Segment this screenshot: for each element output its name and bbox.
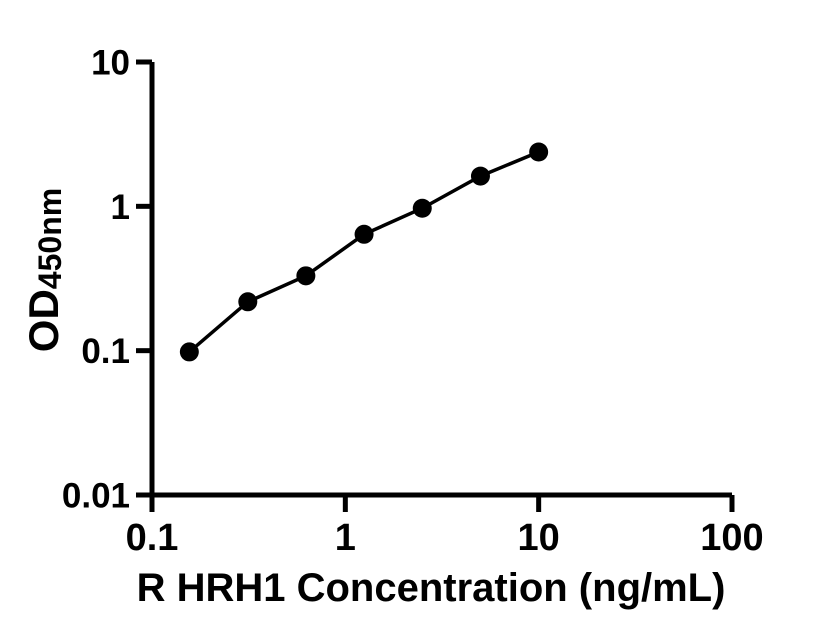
data-point xyxy=(238,292,258,312)
y-axis-title-main: OD xyxy=(20,289,67,353)
data-point xyxy=(354,224,374,244)
x-tick-label: 100 xyxy=(700,517,763,559)
data-point xyxy=(296,266,316,286)
y-tick-label: 10 xyxy=(91,44,130,83)
y-tick-label: 1 xyxy=(111,188,130,227)
x-tick-label: 1 xyxy=(335,517,356,559)
data-point xyxy=(179,342,199,362)
axis-frame xyxy=(149,62,732,498)
y-axis-title-sub: 450nm xyxy=(32,187,68,290)
y-tick-label: 0.1 xyxy=(81,332,130,371)
x-tick-label: 0.1 xyxy=(126,517,179,559)
y-tick-label: 0.01 xyxy=(62,476,130,515)
data-point xyxy=(412,198,432,218)
x-axis-title: R HRH1 Concentration (ng/mL) xyxy=(136,566,726,610)
x-tick-label: 10 xyxy=(518,517,560,559)
data-point xyxy=(470,166,490,186)
y-axis-title: OD450nm xyxy=(20,188,68,352)
data-point xyxy=(529,142,549,162)
